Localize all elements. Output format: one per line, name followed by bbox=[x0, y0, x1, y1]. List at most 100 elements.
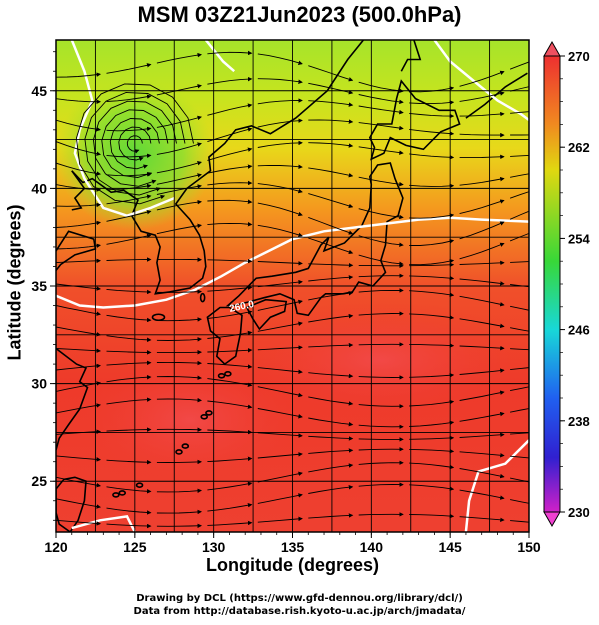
streamline bbox=[56, 283, 101, 291]
streamline-vortex bbox=[75, 83, 194, 205]
streamline bbox=[510, 455, 529, 459]
streamline bbox=[358, 288, 404, 293]
streamline bbox=[207, 520, 253, 526]
streamline bbox=[358, 81, 404, 93]
streamline bbox=[409, 462, 455, 470]
streamline bbox=[56, 403, 101, 414]
streamline bbox=[510, 520, 529, 523]
streamline-vortex bbox=[84, 92, 186, 196]
streamline bbox=[207, 481, 253, 491]
streamline bbox=[409, 239, 455, 246]
streamline bbox=[358, 176, 404, 187]
streamline bbox=[358, 375, 404, 380]
streamline bbox=[56, 119, 101, 132]
streamline bbox=[207, 285, 253, 292]
coastline-island bbox=[181, 443, 190, 449]
streamline bbox=[308, 513, 354, 519]
streamline bbox=[308, 372, 354, 379]
colorbar-tick-label: 270 bbox=[568, 49, 590, 64]
streamline bbox=[308, 435, 354, 441]
streamline bbox=[509, 210, 529, 220]
x-axis-label: Longitude (degrees) bbox=[205, 555, 379, 575]
streamline bbox=[257, 78, 303, 84]
x-tick-label: 125 bbox=[123, 539, 147, 555]
streamline bbox=[358, 146, 404, 155]
streamline bbox=[409, 112, 455, 119]
streamline bbox=[509, 232, 529, 242]
y-axis-ticks: 25 30 35 40 45 bbox=[31, 51, 56, 521]
colorbar-tick-label: 230 bbox=[568, 505, 590, 520]
streamline bbox=[409, 513, 455, 519]
streamline bbox=[459, 451, 505, 458]
streamline bbox=[358, 105, 404, 115]
streamline bbox=[257, 53, 303, 65]
streamline bbox=[409, 420, 455, 427]
streamline bbox=[106, 257, 152, 262]
streamline bbox=[459, 368, 505, 375]
streamline bbox=[459, 260, 505, 266]
contour-north-west bbox=[70, 40, 175, 218]
streamline bbox=[156, 375, 202, 380]
streamline-vortex bbox=[92, 100, 177, 187]
streamline bbox=[56, 98, 101, 104]
streamline bbox=[409, 448, 455, 454]
streamline bbox=[106, 94, 152, 102]
streamline bbox=[207, 429, 253, 435]
streamline bbox=[156, 173, 202, 185]
streamline bbox=[106, 507, 152, 515]
y-tick-label: 35 bbox=[31, 278, 47, 294]
streamline bbox=[308, 262, 354, 268]
streamline bbox=[257, 321, 303, 332]
streamline bbox=[459, 345, 505, 351]
streamline bbox=[106, 374, 152, 383]
streamline bbox=[459, 278, 505, 286]
streamline bbox=[207, 400, 253, 409]
streamline bbox=[56, 381, 101, 392]
streamline bbox=[409, 435, 455, 441]
coastline-liaodong bbox=[71, 170, 86, 211]
streamline bbox=[156, 337, 202, 342]
streamline bbox=[308, 417, 354, 427]
streamline-vortex bbox=[109, 118, 160, 170]
streamline bbox=[56, 162, 101, 176]
streamline bbox=[257, 140, 303, 148]
streamline bbox=[459, 295, 505, 307]
x-tick-label: 145 bbox=[438, 539, 462, 555]
contour-north-top bbox=[204, 40, 236, 73]
streamline bbox=[459, 132, 505, 138]
streamline bbox=[308, 100, 354, 107]
streamline bbox=[257, 367, 303, 374]
x-tick-label: 120 bbox=[44, 539, 68, 555]
coastline-taiwan bbox=[56, 476, 87, 532]
streamline bbox=[409, 128, 455, 136]
streamline bbox=[308, 396, 354, 406]
streamline bbox=[106, 459, 152, 465]
coastline-tsushima bbox=[199, 292, 206, 303]
streamline bbox=[156, 184, 202, 195]
streamline bbox=[308, 193, 354, 209]
streamline bbox=[207, 180, 253, 186]
streamline bbox=[156, 488, 202, 494]
coastline-island bbox=[135, 482, 144, 488]
colorbar-top-arrow bbox=[543, 40, 561, 57]
streamline bbox=[409, 262, 455, 268]
streamline bbox=[207, 50, 253, 56]
streamline bbox=[207, 502, 253, 512]
streamline bbox=[257, 224, 303, 238]
streamline bbox=[459, 432, 505, 438]
contour-lines bbox=[56, 40, 529, 532]
streamline bbox=[106, 523, 152, 529]
streamline bbox=[207, 221, 253, 227]
streamline bbox=[207, 456, 253, 463]
streamline bbox=[156, 289, 202, 294]
streamline bbox=[308, 237, 354, 255]
streamline bbox=[106, 427, 152, 432]
streamline bbox=[358, 482, 404, 487]
streamline bbox=[358, 254, 404, 266]
streamline bbox=[106, 350, 152, 355]
streamline bbox=[207, 310, 253, 319]
coastline-asia-mainland bbox=[71, 40, 365, 295]
streamline bbox=[106, 314, 152, 323]
y-tick-label: 40 bbox=[31, 180, 47, 196]
streamline bbox=[358, 208, 404, 220]
